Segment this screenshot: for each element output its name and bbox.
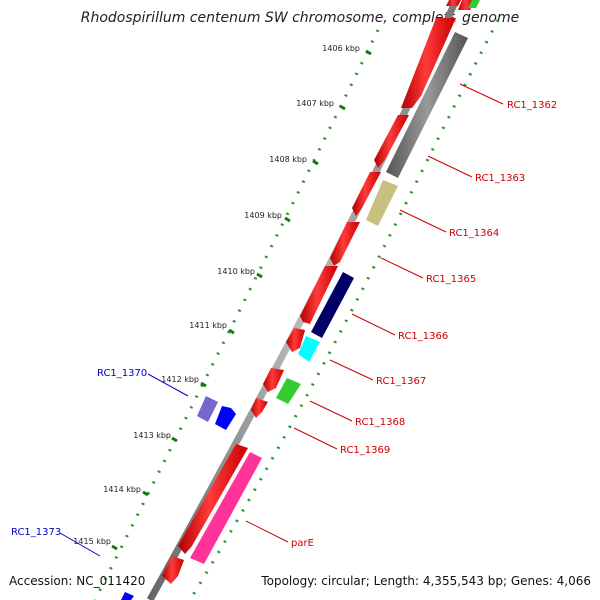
map-title: Rhodospirillum centenum SW chromosome, c… (80, 10, 520, 26)
tick-labels: 1406 kbp 1407 kbp 1408 kbp 1409 kbp 1410… (73, 44, 360, 546)
gene-green (468, 0, 480, 8)
gene-label: RC1_1366 (398, 331, 448, 342)
gene-label: RC1_1373 (11, 527, 61, 538)
genome-summary: Topology: circular; Length: 4,355,543 bp… (261, 574, 591, 588)
tick-label: 1406 kbp (322, 44, 360, 53)
tick-label: 1411 kbp (189, 321, 227, 330)
gene-label: RC1_1363 (475, 173, 525, 184)
gene-blue (121, 592, 134, 600)
topology-label: Topology: (261, 574, 318, 588)
gene-red (162, 556, 184, 584)
tick-label: 1410 kbp (217, 267, 255, 276)
gene-label: RC1_1368 (355, 417, 405, 428)
gene-red (352, 172, 381, 216)
tick-label: 1409 kbp (244, 211, 282, 220)
gene-pink (190, 452, 262, 564)
gene-label: RC1_1369 (340, 445, 390, 456)
gene-label: RC1_1370 (97, 368, 147, 379)
tick-label: 1414 kbp (103, 485, 141, 494)
gene-red (263, 368, 284, 392)
gene-red (446, 0, 461, 6)
gene-red (330, 222, 360, 266)
tick-label: 1415 kbp (73, 537, 111, 546)
tick-label: 1413 kbp (133, 431, 171, 440)
accession-value: NC_011420 (76, 574, 146, 588)
gene-red (286, 328, 305, 352)
tick-marks (111, 49, 372, 551)
reverse-cds-track (190, 0, 480, 564)
gene-red (251, 398, 268, 418)
gene-red (374, 115, 409, 168)
accession-label: Accession: (9, 574, 73, 588)
outer-genes (121, 396, 236, 600)
gene-navy (311, 272, 354, 338)
label-leader-lines (59, 83, 504, 557)
forward-cds-track (162, 0, 461, 584)
gene-red (401, 18, 456, 108)
gene-label: parE (291, 538, 314, 549)
gene-gray (386, 32, 468, 178)
gene-purple (197, 396, 218, 422)
gene-label: RC1_1364 (449, 228, 499, 239)
gene-blue (215, 406, 236, 430)
gene-red (178, 444, 248, 554)
tick-label: 1407 kbp (296, 99, 334, 108)
outer-dotted-ring (93, 29, 380, 600)
tick-label: 1412 kbp (161, 375, 199, 384)
gene-label: RC1_1367 (376, 376, 426, 387)
tick-label: 1408 kbp (269, 155, 307, 164)
length-value: 4,355,543 bp (422, 574, 503, 588)
genes-label: Genes: (510, 574, 553, 588)
gene-label: RC1_1365 (426, 274, 476, 285)
topology-value: circular (321, 574, 366, 588)
genes-value: 4,066 (556, 574, 591, 588)
gene-labels: RC1_1362 RC1_1363 RC1_1364 RC1_1365 RC1_… (11, 100, 557, 549)
gene-khaki (366, 180, 398, 226)
length-label: Length: (373, 574, 420, 588)
accession-info: Accession: NC_011420 (9, 574, 145, 588)
gene-red (300, 266, 338, 324)
gene-label: RC1_1362 (507, 100, 557, 111)
gene-green (276, 378, 301, 404)
gene-cyan (298, 336, 320, 362)
